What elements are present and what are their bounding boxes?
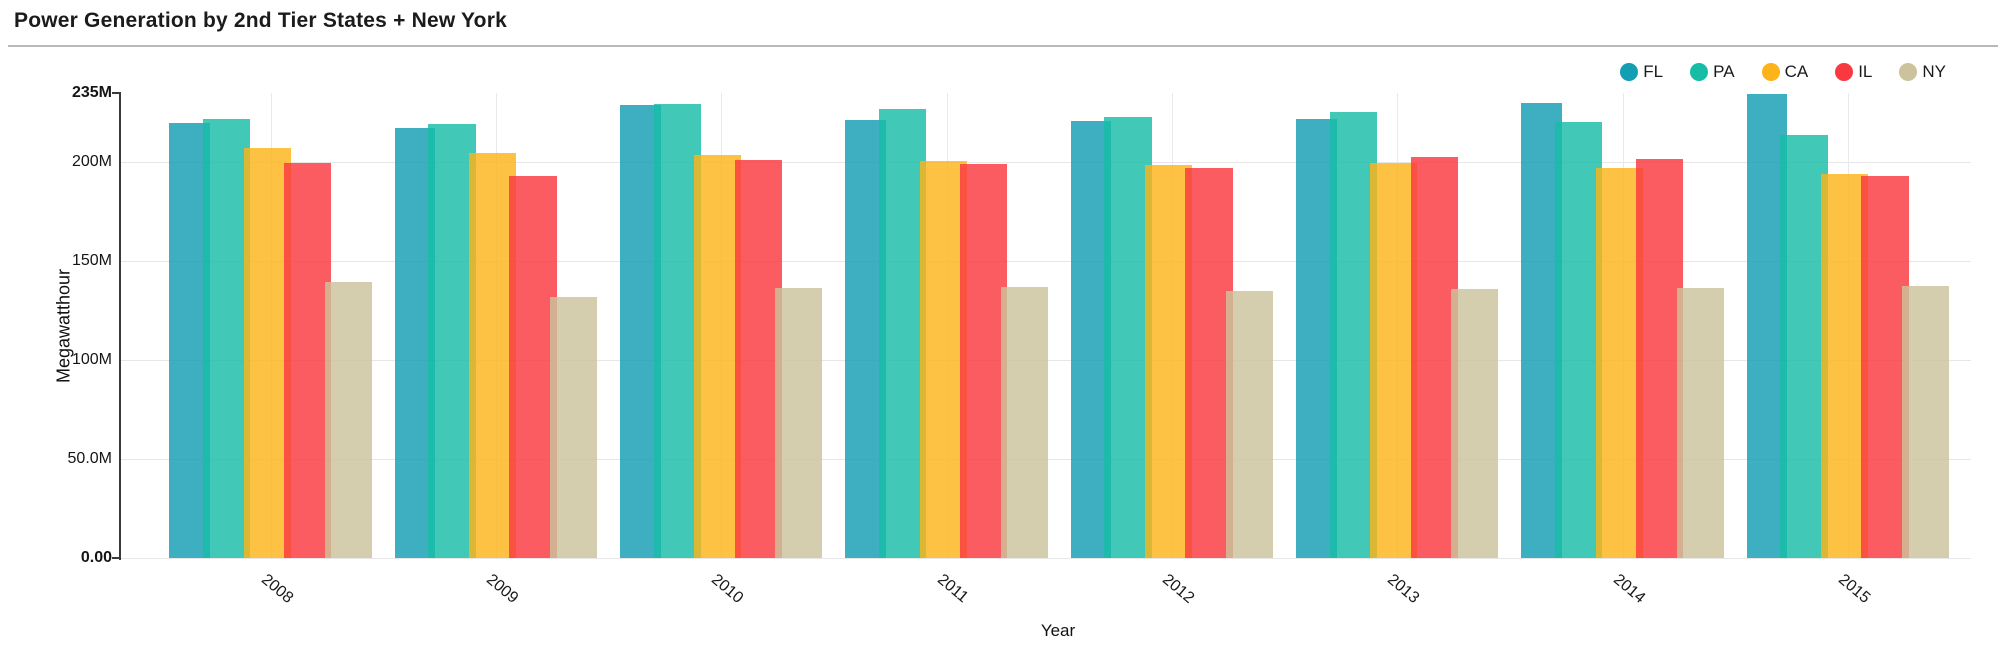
legend-swatch-PA [1690, 63, 1709, 81]
bar-PA-2009[interactable] [428, 124, 476, 558]
bar-PA-2008[interactable] [203, 119, 251, 558]
legend-swatch-FL [1620, 63, 1639, 81]
legend-swatch-NY [1899, 63, 1918, 81]
bar-PA-2012[interactable] [1104, 117, 1152, 558]
h-gridline-150M [120, 261, 1971, 263]
bar-NY-2012[interactable] [1225, 291, 1274, 558]
h-gridline-200M [120, 162, 1971, 164]
legend-label-FL: FL [1643, 62, 1664, 81]
y-axis-line [119, 92, 121, 560]
legend-item-CA[interactable]: CA [1761, 62, 1809, 82]
bar-NY-2010[interactable] [775, 288, 823, 558]
bar-group-2015 [1746, 93, 1950, 558]
x-tick-label-2014: 2014 [1609, 571, 1648, 607]
bar-CA-2015[interactable] [1820, 174, 1869, 558]
legend-item-IL[interactable]: IL [1835, 62, 1872, 82]
bar-IL-2008[interactable] [284, 163, 332, 558]
x-tick-label-2012: 2012 [1159, 571, 1198, 607]
legend-label-CA: CA [1784, 62, 1809, 81]
bar-IL-2011[interactable] [960, 164, 1008, 558]
legend-swatch-CA [1761, 63, 1780, 81]
legend-label-NY: NY [1922, 62, 1946, 81]
y-axis-tick-min [112, 557, 119, 559]
bar-IL-2013[interactable] [1410, 157, 1458, 558]
x-tick-label-2013: 2013 [1384, 571, 1423, 607]
x-tick-label-2009: 2009 [483, 571, 522, 607]
bar-PA-2011[interactable] [879, 109, 927, 558]
bar-IL-2012[interactable] [1185, 168, 1233, 558]
bar-CA-2013[interactable] [1370, 163, 1418, 558]
legend-item-NY[interactable]: NY [1899, 62, 1946, 82]
bar-NY-2011[interactable] [1000, 287, 1048, 558]
bar-IL-2009[interactable] [509, 176, 557, 558]
legend-item-FL[interactable]: FL [1620, 62, 1663, 82]
chart-title: Power Generation by 2nd Tier States + Ne… [14, 9, 507, 32]
bar-CA-2009[interactable] [468, 153, 517, 558]
title-divider [8, 45, 1998, 47]
y-tick-label-235M: 235M [71, 84, 112, 101]
x-tick-label-2011: 2011 [933, 571, 972, 607]
y-tick-label-150M: 150M [71, 252, 112, 270]
bar-NY-2009[interactable] [549, 297, 598, 558]
y-tick-label-0.00: 0.00 [80, 549, 112, 566]
y-tick-label-100M: 100M [71, 351, 112, 369]
bar-PA-2010[interactable] [653, 104, 701, 558]
bar-IL-2014[interactable] [1636, 159, 1684, 558]
bar-NY-2015[interactable] [1901, 286, 1950, 558]
legend: FL PA CA IL NY [1620, 62, 1946, 82]
bar-group-2011 [845, 93, 1048, 558]
bar-NY-2014[interactable] [1676, 288, 1724, 558]
bar-group-2008 [169, 93, 372, 558]
bar-CA-2012[interactable] [1144, 165, 1193, 558]
bar-PA-2013[interactable] [1329, 112, 1377, 558]
legend-item-PA[interactable]: PA [1690, 62, 1735, 82]
legend-label-PA: PA [1713, 62, 1735, 81]
y-tick-label-200M: 200M [71, 153, 112, 171]
x-tick-label-2010: 2010 [708, 571, 747, 607]
bar-CA-2010[interactable] [694, 155, 742, 558]
bar-NY-2008[interactable] [324, 282, 372, 558]
x-tick-label-2015: 2015 [1835, 571, 1874, 607]
legend-label-IL: IL [1858, 62, 1873, 81]
bar-NY-2013[interactable] [1451, 289, 1499, 558]
h-gridline-0.00 [120, 558, 1971, 559]
bar-group-2009 [394, 93, 598, 558]
bar-group-2010 [620, 93, 823, 558]
legend-swatch-IL [1835, 63, 1854, 81]
y-tick-label-50.0M: 50.0M [67, 450, 112, 468]
x-tick-label-2008: 2008 [257, 571, 296, 607]
y-axis-tick-max [112, 92, 119, 94]
bar-CA-2011[interactable] [919, 161, 967, 558]
bar-PA-2015[interactable] [1780, 135, 1828, 558]
bar-PA-2014[interactable] [1555, 122, 1603, 558]
bar-CA-2014[interactable] [1595, 168, 1643, 558]
bar-CA-2008[interactable] [243, 148, 291, 558]
bar-group-2014 [1521, 93, 1724, 558]
bar-IL-2015[interactable] [1861, 176, 1909, 558]
bar-group-2013 [1296, 93, 1499, 558]
bar-IL-2010[interactable] [734, 160, 782, 558]
bar-group-2012 [1070, 93, 1274, 558]
x-axis-title: Year [1040, 621, 1076, 640]
